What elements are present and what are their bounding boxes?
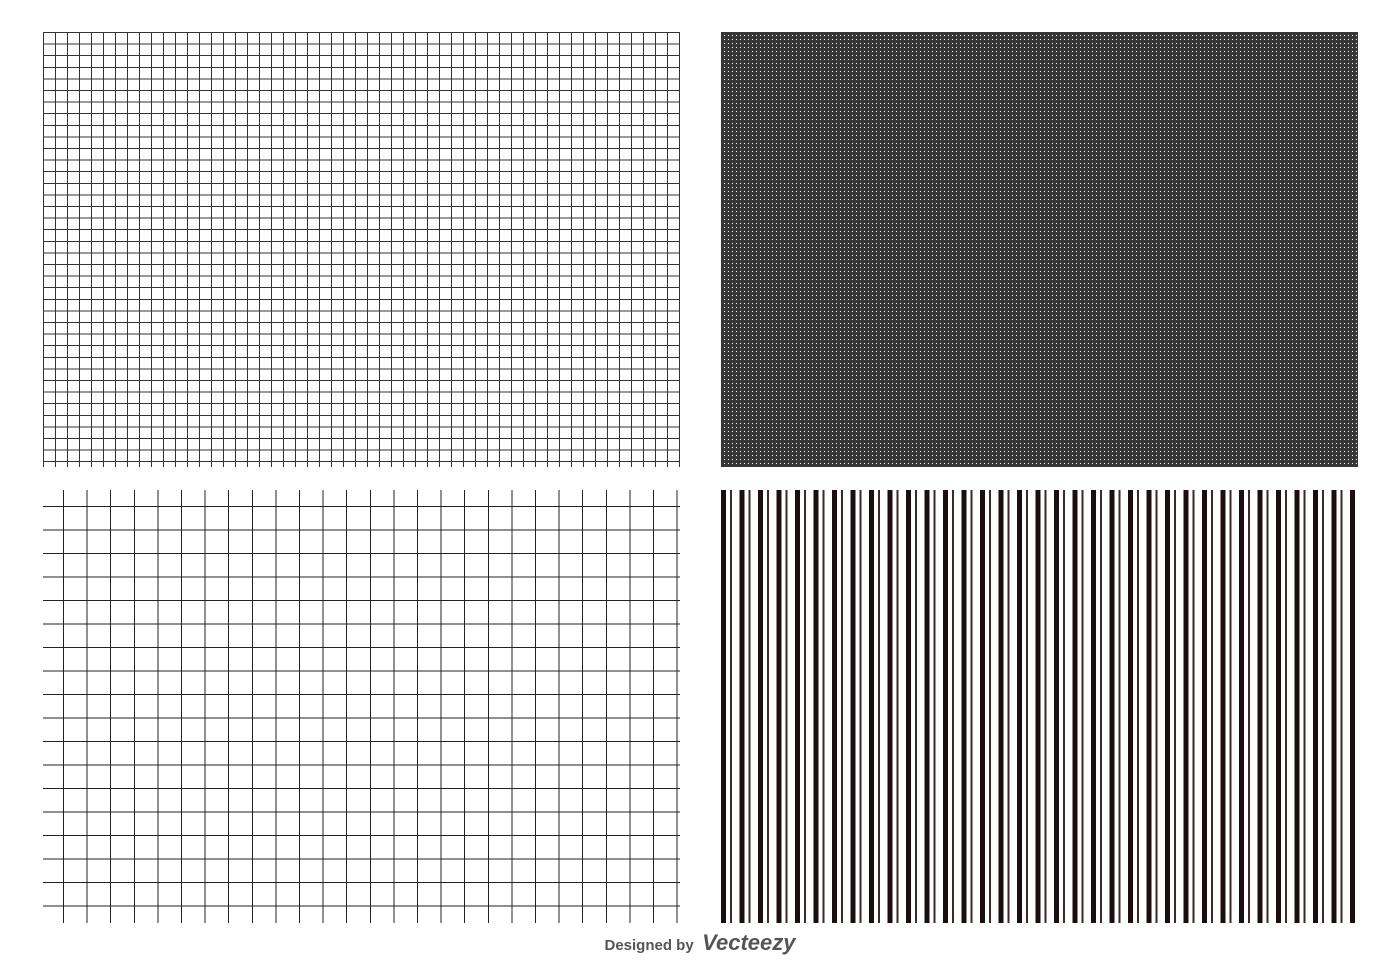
large-grid-pattern (43, 490, 680, 923)
vertical-stripes-pattern (721, 490, 1358, 923)
fine-grid-pattern (43, 32, 680, 467)
dense-grid-pattern (721, 32, 1358, 467)
credit-prefix: Designed by (604, 937, 694, 954)
brand-logo: Vecteezy (702, 930, 796, 955)
credit: Designed by Vecteezy (0, 930, 1400, 956)
